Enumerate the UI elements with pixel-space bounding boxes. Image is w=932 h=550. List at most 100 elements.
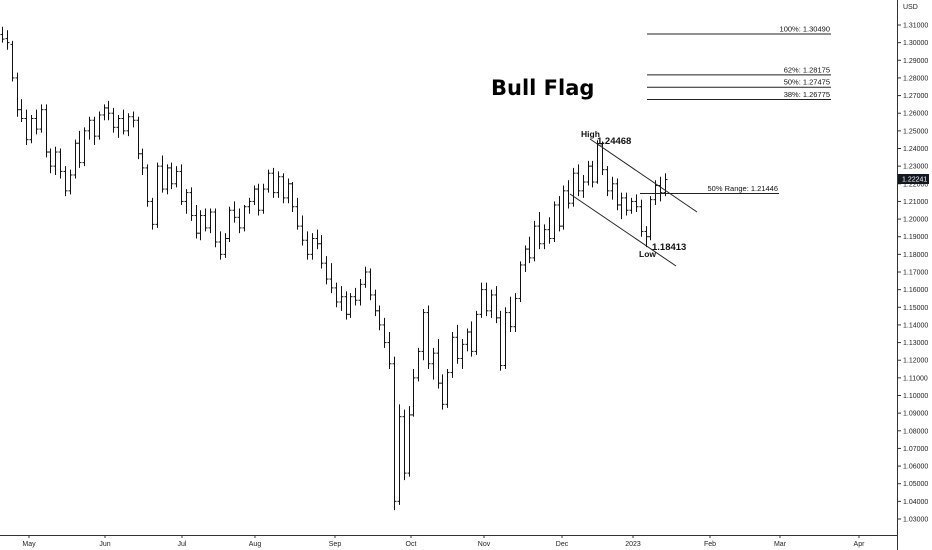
ohlc-bar xyxy=(566,180,571,209)
ohlc-bar xyxy=(639,199,644,237)
ohlc-bar xyxy=(82,127,87,167)
high-annotation: High xyxy=(581,129,600,139)
ohlc-bar xyxy=(29,114,34,144)
range-label: 50% Range: 1.21446 xyxy=(708,184,778,193)
price-tick-label: 1.13000 xyxy=(903,340,928,347)
ohlc-bar xyxy=(353,287,358,306)
ohlc-bar xyxy=(484,282,489,317)
channel-upper-line xyxy=(589,138,698,213)
price-tick-label: 1.05000 xyxy=(903,481,928,488)
ohlc-bar xyxy=(557,196,562,232)
ohlc-bar xyxy=(165,164,170,195)
ohlc-bar xyxy=(15,72,20,117)
ohlc-bar xyxy=(629,197,634,214)
fib-level-label: 38%: 1.26775 xyxy=(784,90,830,99)
price-tick-label: 1.08000 xyxy=(903,428,928,435)
ohlc-bar xyxy=(237,208,242,234)
ohlc-bar xyxy=(624,192,629,216)
price-tick-label: 1.26000 xyxy=(903,111,928,118)
ohlc-bar xyxy=(527,236,532,264)
ohlc-bar xyxy=(295,197,300,230)
ohlc-bar xyxy=(106,100,111,121)
ohlc-bar xyxy=(339,286,344,311)
ohlc-bar xyxy=(421,309,426,361)
price-tick-label: 1.27000 xyxy=(903,93,928,100)
ohlc-bar xyxy=(561,185,566,230)
ohlc-bar xyxy=(319,234,324,269)
ohlc-bar xyxy=(92,116,97,145)
ohlc-bar xyxy=(0,26,5,43)
ohlc-bar xyxy=(276,171,281,198)
ohlc-bar xyxy=(644,226,649,248)
ohlc-bar xyxy=(426,305,431,370)
ohlc-bar xyxy=(382,317,387,348)
ohlc-bar xyxy=(39,104,44,133)
price-tick-label: 1.22000 xyxy=(903,181,928,188)
time-tick-label: Dec xyxy=(556,541,569,548)
price-axis[interactable]: 1.31000 1.30000 1.29000 1.28000 1.27000 1.260… xyxy=(897,0,928,550)
currency-label: USD xyxy=(903,4,918,11)
ohlc-bar xyxy=(513,293,518,332)
ohlc-bar xyxy=(416,347,421,382)
price-tick-label: 1.09000 xyxy=(903,411,928,418)
time-tick-label: Apr xyxy=(854,541,866,548)
ohlc-bar xyxy=(242,204,247,232)
time-tick-label: Jun xyxy=(99,541,110,548)
channel-lower-line xyxy=(569,193,677,267)
ohlc-bar xyxy=(411,369,416,417)
time-tick-label: Feb xyxy=(704,541,716,548)
ohlc-bar xyxy=(63,166,68,197)
price-tick-label: 1.29000 xyxy=(903,58,928,65)
ohlc-bar xyxy=(571,167,576,207)
price-tick-label: 1.31000 xyxy=(903,23,928,30)
ohlc-bar xyxy=(518,261,523,302)
ohlc-bar xyxy=(552,201,557,243)
fib-level-label: 62%: 1.28175 xyxy=(784,65,830,74)
time-tick-label: Sep xyxy=(329,541,342,548)
time-tick-label: Jul xyxy=(178,541,187,548)
ohlc-bar xyxy=(102,104,107,121)
ohlc-bar xyxy=(160,155,165,193)
ohlc-bar xyxy=(586,160,591,186)
ohlc-bar xyxy=(223,233,228,258)
ohlc-bar xyxy=(184,189,189,214)
ohlc-bar xyxy=(290,182,295,213)
ohlc-bar xyxy=(532,220,537,262)
price-tick-label: 1.25000 xyxy=(903,128,928,135)
price-tick-label: 1.23000 xyxy=(903,164,928,171)
ohlc-bar xyxy=(247,197,252,214)
ohlc-bar xyxy=(494,286,499,324)
ohlc-bar xyxy=(136,116,141,160)
ohlc-bar xyxy=(329,263,334,294)
ohlc-bar xyxy=(174,166,179,188)
price-tick-label: 1.11000 xyxy=(903,375,928,382)
ohlc-bar xyxy=(281,173,286,204)
time-tick-label: Oct xyxy=(406,541,417,548)
ohlc-bar xyxy=(111,107,116,133)
ohlc-bar xyxy=(610,176,615,200)
price-tick-label: 1.07000 xyxy=(903,446,928,453)
ohlc-bar xyxy=(271,167,276,198)
ohlc-bar xyxy=(73,139,78,179)
ohlc-bar xyxy=(373,289,378,317)
price-tick-label: 1.16000 xyxy=(903,287,928,294)
ohlc-bar xyxy=(581,174,586,198)
ohlc-bar xyxy=(44,104,49,158)
ohlc-bar xyxy=(10,40,15,82)
ohlc-bar xyxy=(5,30,10,50)
ohlc-bar xyxy=(663,173,668,197)
ohlc-bar xyxy=(126,113,131,137)
ohlc-bar xyxy=(53,146,58,175)
ohlc-bar xyxy=(97,111,102,140)
ohlc-bar xyxy=(87,116,92,140)
time-tick-label: Nov xyxy=(478,541,491,548)
ohlc-bar xyxy=(358,279,363,306)
price-tick-label: 1.24000 xyxy=(903,146,928,153)
time-axis[interactable]: May Jun Jul Aug Sep Oct Nov Dec 2023 Feb Mar Apr xyxy=(0,535,897,548)
ohlc-bar xyxy=(537,212,542,250)
price-tick-label: 1.14000 xyxy=(903,322,928,329)
price-tick-label: 1.06000 xyxy=(903,464,928,471)
ohlc-bar xyxy=(368,268,373,301)
ohlc-bar xyxy=(140,148,145,175)
